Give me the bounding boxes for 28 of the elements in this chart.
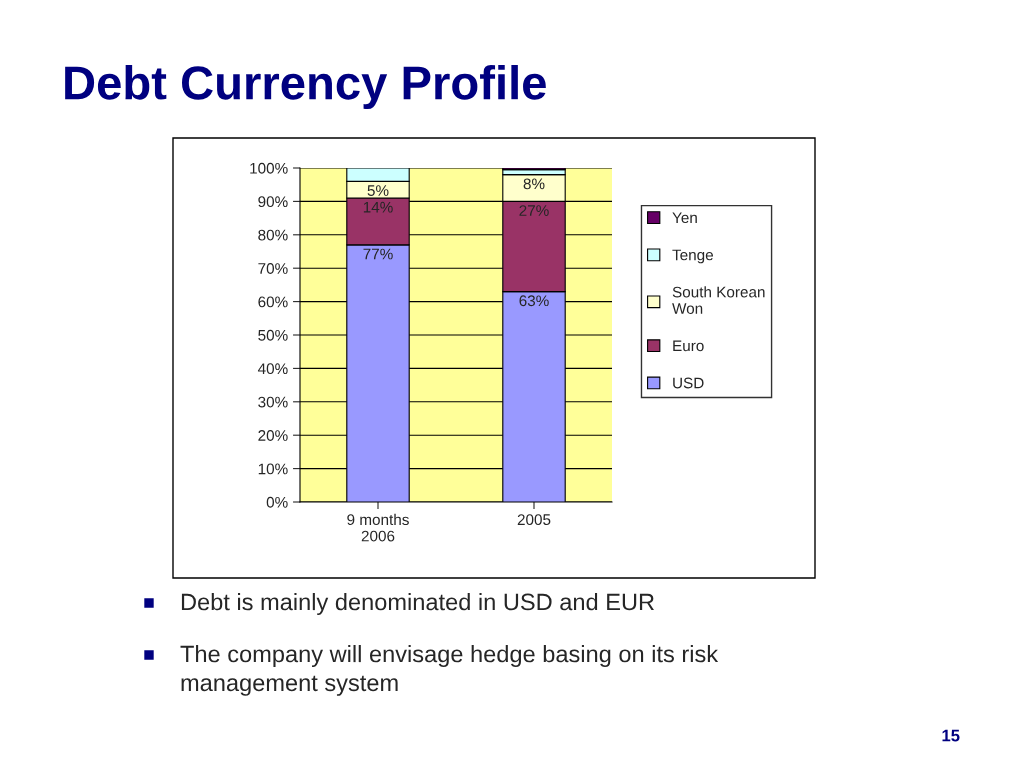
- text: 15: [942, 729, 960, 742]
- legend-label: Euro: [673, 340, 704, 352]
- legend-label: South Korean Won: [672, 286, 765, 314]
- text: Debt is mainly denominated in USD and EUR: [181, 593, 654, 616]
- y-tick-label: 30%: [258, 396, 288, 408]
- y-tick-label: 50%: [258, 329, 288, 341]
- y-tick-label: 80%: [258, 229, 288, 241]
- y-tick-label: 40%: [257, 363, 288, 375]
- text: The company will envisage hedge basing on its risk management system: [180, 645, 719, 696]
- y-tick-label: 60%: [258, 296, 288, 308]
- data-label: 8%: [523, 178, 545, 190]
- y-tick-label: 70%: [258, 263, 288, 274]
- chart-title: Debt Currency Profile: [65, 64, 546, 110]
- data-label: 63%: [519, 295, 549, 307]
- y-tick-label: 100%: [250, 162, 288, 174]
- data-label: 27%: [519, 205, 549, 216]
- data-label: 14%: [363, 201, 393, 213]
- legend-label: Yen: [672, 212, 697, 224]
- y-tick-label: 10%: [258, 463, 288, 475]
- x-tick-label: 9 months 2006: [347, 513, 409, 542]
- data-label: 77%: [363, 248, 393, 260]
- y-tick-label: 20%: [258, 430, 288, 441]
- y-tick-label: 0%: [266, 496, 288, 508]
- x-tick-label: 2005: [517, 514, 551, 526]
- legend-label: USD: [673, 377, 704, 389]
- y-tick-label: 90%: [258, 196, 288, 208]
- legend-label: Tenge: [672, 249, 713, 264]
- data-label: 5%: [367, 185, 389, 196]
